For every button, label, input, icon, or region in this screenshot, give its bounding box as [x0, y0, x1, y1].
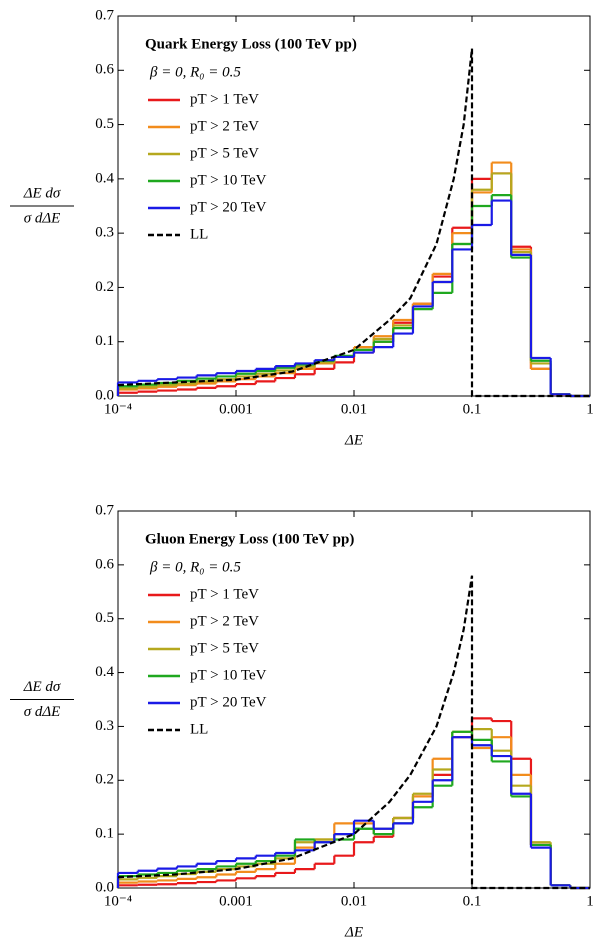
x-tick-label: 0.001: [219, 893, 253, 909]
y-tick-label: 0.4: [95, 170, 114, 186]
x-tick-label: 1: [586, 893, 594, 909]
chart-subtitle: β = 0, R₀ = 0.5: [149, 559, 241, 575]
x-tick-label: 1: [586, 401, 594, 417]
y-tick-label: 0.0: [95, 879, 114, 895]
ll-line: [117, 48, 590, 398]
x-tick-label: 0.01: [341, 401, 367, 417]
y-tick-label: 0.5: [95, 116, 114, 132]
x-tick-label: 0.001: [219, 401, 253, 417]
chart-subtitle: β = 0, R₀ = 0.5: [149, 64, 241, 80]
ll-line: [117, 575, 590, 890]
x-tick-label: 0.1: [463, 401, 482, 417]
legend-label: pT > 20 TeV: [190, 694, 267, 710]
x-label: ΔE: [344, 924, 363, 940]
legend-label: pT > 1 TeV: [190, 586, 259, 602]
legend-label: pT > 5 TeV: [190, 145, 259, 161]
chart-title: Gluon Energy Loss (100 TeV pp): [145, 531, 354, 547]
legend-label: LL: [190, 226, 208, 242]
x-tick-label: 10⁻⁴: [104, 401, 132, 417]
y-tick-label: 0.6: [95, 62, 114, 78]
y-label-top: ΔE dσ: [23, 679, 61, 695]
y-tick-label: 0.7: [95, 502, 114, 518]
y-tick-label: 0.2: [95, 772, 114, 788]
y-label-bottom: σ dΔE: [24, 704, 61, 720]
y-tick-label: 0.3: [95, 225, 114, 241]
x-tick-label: 0.01: [341, 893, 367, 909]
legend-label: pT > 5 TeV: [190, 640, 259, 656]
y-tick-label: 0.2: [95, 279, 114, 295]
y-tick-label: 0.7: [95, 7, 114, 23]
legend-label: pT > 20 TeV: [190, 199, 267, 215]
y-tick-label: 0.1: [95, 333, 114, 349]
y-tick-label: 0.1: [95, 826, 114, 842]
x-tick-label: 10⁻⁴: [104, 893, 132, 909]
legend-label: pT > 10 TeV: [190, 667, 267, 683]
legend-label: pT > 2 TeV: [190, 118, 259, 134]
y-tick-label: 0.6: [95, 556, 114, 572]
legend-label: pT > 2 TeV: [190, 613, 259, 629]
y-tick-label: 0.0: [95, 387, 114, 403]
y-tick-label: 0.3: [95, 718, 114, 734]
x-label: ΔE: [344, 432, 363, 448]
x-tick-label: 0.1: [463, 893, 482, 909]
y-label-bottom: σ dΔE: [24, 210, 61, 226]
y-label-top: ΔE dσ: [23, 185, 61, 201]
legend-label: LL: [190, 721, 208, 737]
legend-label: pT > 1 TeV: [190, 91, 259, 107]
legend-label: pT > 10 TeV: [190, 172, 267, 188]
y-tick-label: 0.4: [95, 664, 114, 680]
y-tick-label: 0.5: [95, 610, 114, 626]
chart-title: Quark Energy Loss (100 TeV pp): [145, 36, 357, 52]
